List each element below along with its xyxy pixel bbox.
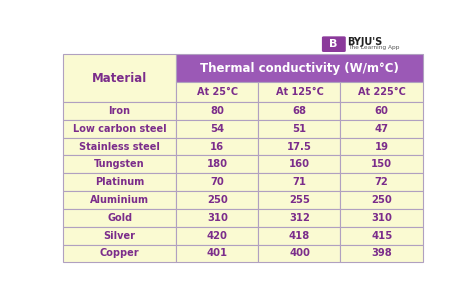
Bar	[258, 209, 340, 227]
Bar	[176, 102, 258, 120]
Text: 160: 160	[289, 159, 310, 169]
Text: 54: 54	[210, 124, 224, 134]
Text: 19: 19	[375, 141, 389, 152]
Bar	[176, 245, 258, 262]
Bar	[340, 191, 423, 209]
Text: At 125°C: At 125°C	[275, 87, 323, 97]
Text: 60: 60	[375, 106, 389, 116]
Bar	[63, 191, 176, 209]
Text: 420: 420	[207, 231, 228, 241]
Bar	[176, 173, 258, 191]
Bar	[258, 82, 340, 102]
Bar	[63, 245, 176, 262]
Text: Tungsten: Tungsten	[94, 159, 145, 169]
Bar	[340, 227, 423, 245]
Text: Gold: Gold	[107, 213, 132, 223]
Bar	[176, 82, 258, 102]
Bar	[340, 245, 423, 262]
Bar	[176, 155, 258, 173]
Bar	[340, 173, 423, 191]
Text: 310: 310	[371, 213, 392, 223]
Text: 180: 180	[207, 159, 228, 169]
Text: 80: 80	[210, 106, 224, 116]
Bar	[258, 227, 340, 245]
Bar	[258, 191, 340, 209]
Bar	[176, 54, 423, 82]
Bar	[176, 209, 258, 227]
Bar	[340, 138, 423, 155]
Text: Aluminium: Aluminium	[90, 195, 149, 205]
Text: 70: 70	[210, 177, 224, 187]
Bar	[340, 155, 423, 173]
Bar	[258, 138, 340, 155]
Text: 250: 250	[371, 195, 392, 205]
Bar	[176, 227, 258, 245]
Text: 71: 71	[292, 177, 307, 187]
Text: 150: 150	[371, 159, 392, 169]
Text: Low carbon steel: Low carbon steel	[73, 124, 166, 134]
Text: 310: 310	[207, 213, 228, 223]
Text: At 25°C: At 25°C	[197, 87, 238, 97]
Bar	[258, 120, 340, 138]
Text: Iron: Iron	[109, 106, 131, 116]
Text: At 225°C: At 225°C	[358, 87, 406, 97]
Bar	[176, 120, 258, 138]
Text: 68: 68	[292, 106, 307, 116]
Text: 401: 401	[207, 248, 228, 258]
Bar	[340, 120, 423, 138]
Bar	[63, 54, 176, 102]
Bar	[340, 82, 423, 102]
Text: 250: 250	[207, 195, 228, 205]
Bar	[340, 209, 423, 227]
Bar	[258, 245, 340, 262]
Text: BYJU'S: BYJU'S	[347, 37, 383, 47]
Bar	[258, 102, 340, 120]
Text: 400: 400	[289, 248, 310, 258]
Text: Platinum: Platinum	[95, 177, 144, 187]
Bar	[63, 227, 176, 245]
Text: 398: 398	[371, 248, 392, 258]
Bar	[63, 209, 176, 227]
Text: 255: 255	[289, 195, 310, 205]
Text: 51: 51	[292, 124, 307, 134]
Text: B: B	[329, 39, 338, 49]
Text: Stainless steel: Stainless steel	[79, 141, 160, 152]
Bar	[63, 155, 176, 173]
Bar	[63, 138, 176, 155]
Bar	[258, 155, 340, 173]
Bar	[176, 191, 258, 209]
Bar	[63, 173, 176, 191]
Bar	[258, 173, 340, 191]
Bar	[63, 102, 176, 120]
Text: Material: Material	[92, 72, 147, 85]
Text: 418: 418	[289, 231, 310, 241]
Text: Silver: Silver	[104, 231, 136, 241]
Bar	[176, 138, 258, 155]
FancyBboxPatch shape	[322, 36, 346, 52]
Text: The Learning App: The Learning App	[347, 45, 399, 50]
Text: 415: 415	[371, 231, 392, 241]
Text: 72: 72	[375, 177, 389, 187]
Text: Copper: Copper	[100, 248, 139, 258]
Text: 17.5: 17.5	[287, 141, 312, 152]
Text: 47: 47	[375, 124, 389, 134]
Text: 312: 312	[289, 213, 310, 223]
Bar	[63, 120, 176, 138]
Text: 16: 16	[210, 141, 224, 152]
Bar	[340, 102, 423, 120]
Text: Thermal conductivity (W/m°C): Thermal conductivity (W/m°C)	[200, 62, 399, 75]
